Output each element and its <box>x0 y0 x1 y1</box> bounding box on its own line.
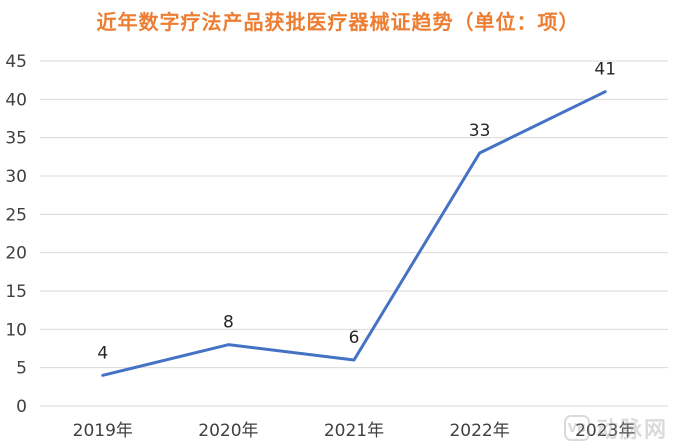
y-tick-label: 5 <box>16 359 27 379</box>
series-line-0 <box>101 90 607 377</box>
x-axis-ticks: 2019年 2020年 2021年 2022年 2023年 <box>73 421 636 441</box>
data-label: 8 <box>223 313 234 333</box>
y-tick-label: 10 <box>5 320 27 340</box>
y-tick-label: 45 <box>5 52 27 72</box>
watermark-badge: VB <box>563 415 590 441</box>
x-tick-label: 2021年 <box>324 421 384 441</box>
data-label: 6 <box>349 328 360 348</box>
y-tick-label: 15 <box>5 282 27 302</box>
x-tick-label: 2019年 <box>73 421 133 441</box>
y-tick-label: 20 <box>5 244 27 264</box>
x-tick-label: 2023年 <box>575 421 635 441</box>
grid-lines <box>40 60 668 407</box>
y-tick-label: 25 <box>5 205 27 225</box>
watermark-logo: VB 动脉网 <box>563 412 668 444</box>
data-label: 4 <box>97 343 108 363</box>
data-labels: 4 8 6 33 41 <box>97 60 616 364</box>
watermark-text: 动脉网 <box>595 418 668 443</box>
y-tick-label: 0 <box>16 397 27 417</box>
y-tick-label: 40 <box>5 90 27 110</box>
y-axis-ticks: 0 5 10 15 20 25 30 35 40 45 <box>5 52 27 417</box>
x-tick-label: 2020年 <box>198 421 258 441</box>
series-layer <box>101 90 607 377</box>
data-label: 33 <box>469 121 491 141</box>
y-tick-label: 35 <box>5 129 27 149</box>
chart-title: 近年数字疗法产品获批医疗器械证趋势（单位：项） <box>96 10 580 34</box>
y-tick-label: 30 <box>5 167 27 187</box>
data-label: 41 <box>594 60 616 80</box>
x-tick-label: 2022年 <box>449 421 509 441</box>
